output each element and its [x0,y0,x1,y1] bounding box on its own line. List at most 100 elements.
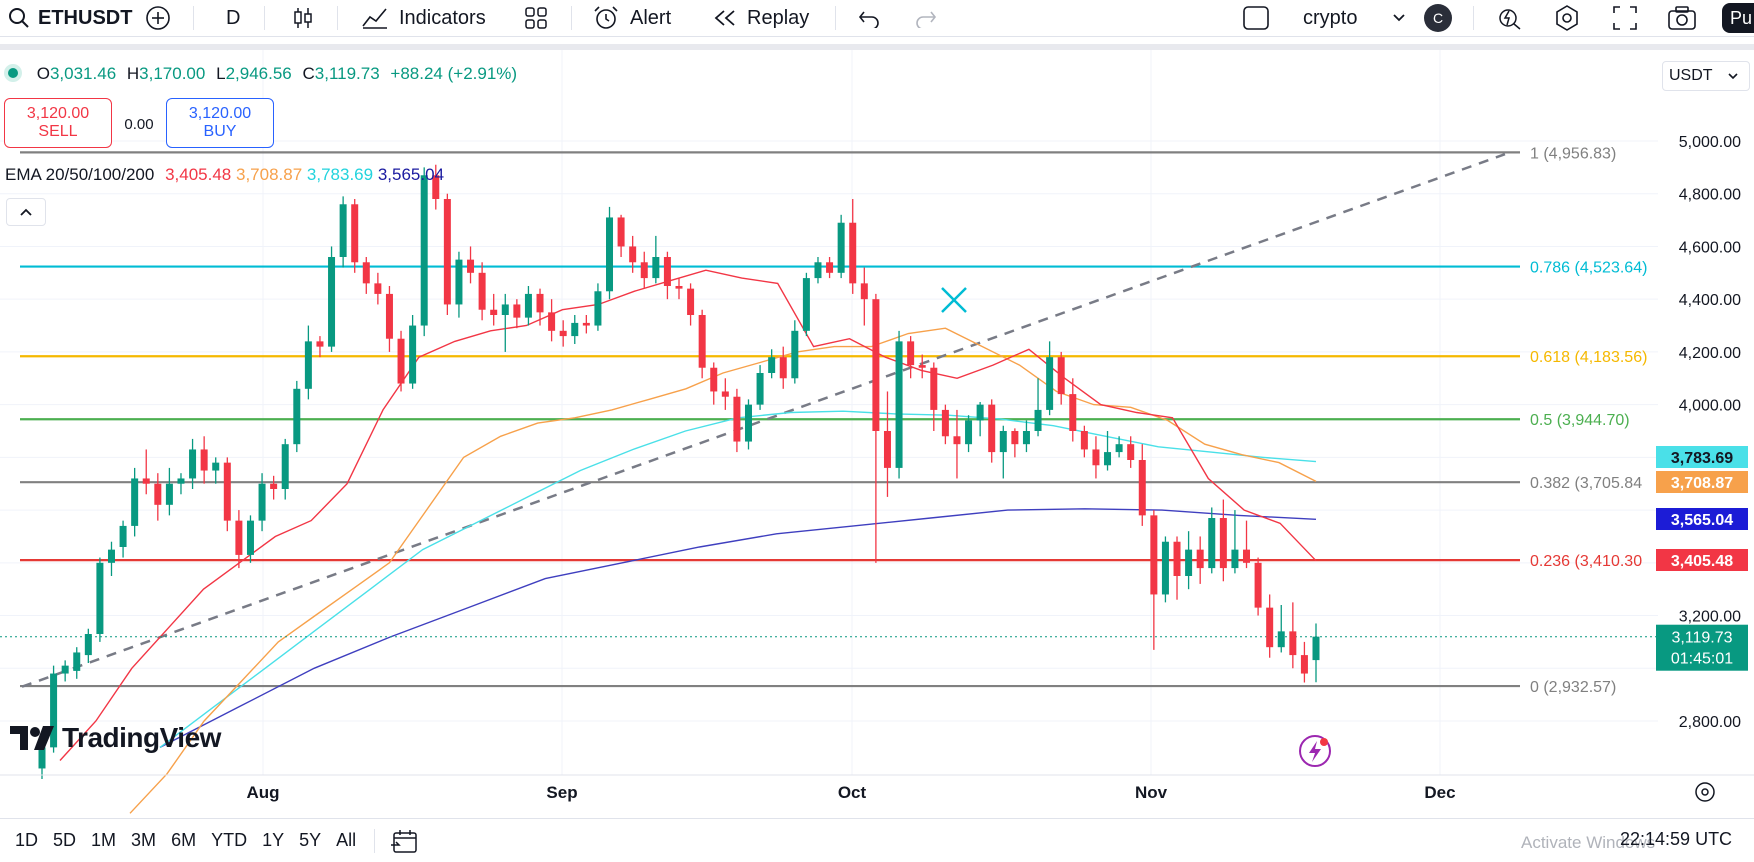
square-icon [1242,5,1270,31]
buy-button[interactable]: 3,120.00 BUY [166,98,274,148]
snapshot-button[interactable] [1667,0,1697,36]
trendline[interactable] [21,153,1506,688]
ema50-price-box [1656,471,1748,493]
candle-body [999,431,1007,453]
fib-level-label: 0.618 (4,183.56) [1530,349,1647,366]
range-3m[interactable]: 3M [131,830,157,850]
indicators-button[interactable]: Indicators [361,0,486,36]
range-5y[interactable]: 5Y [299,830,322,850]
range-5d[interactable]: 5D [53,830,77,850]
sell-button[interactable]: 3,120.00 SELL [4,98,112,148]
ema200-value: 3,565.04 [377,165,445,184]
publish-button[interactable]: Pu [1722,3,1754,33]
lightning-badge[interactable] [1298,734,1332,773]
fullscreen-button[interactable] [1612,0,1638,36]
candle-body [478,272,486,310]
candle-body [1046,357,1054,410]
candle-body [131,478,139,526]
candle-body [930,367,938,410]
price-tick-label: 4,000.00 [1679,398,1741,415]
candle-body [698,315,706,368]
candle-body [61,665,69,674]
symbol-search[interactable]: ETHUSDT [8,0,132,36]
currency-select[interactable]: USDT [1662,61,1750,91]
change-value: +88.24 (+2.91%) [390,64,518,83]
indicators-label: Indicators [399,6,486,29]
axis-settings-icon[interactable] [1695,782,1715,802]
search-icon [8,7,30,29]
candle-body [976,404,984,421]
layout-name-button[interactable]: crypto [1303,6,1358,29]
range-1m[interactable]: 1M [91,830,117,850]
candle-body [1034,409,1042,431]
fib-level-label: 0.382 (3,705.84 [1530,475,1642,492]
fib-level-label: 0.236 (3,410.30 [1530,553,1642,570]
fib-retracement[interactable]: 1 (4,956.83) 0.786 (4,523.64) 0.618 (4,183… [20,145,1647,696]
goto-date-button[interactable] [391,828,419,854]
ema100-value: 3,783.69 [306,165,374,184]
candle-body [513,304,521,318]
quick-search-button[interactable] [1497,0,1523,36]
redo-button[interactable] [914,0,938,36]
range-1d[interactable]: 1D [15,830,39,850]
layout-dropdown[interactable] [1392,0,1406,36]
ema100-price-box [1656,446,1748,468]
settings-button[interactable] [1553,0,1581,36]
last-price-label: 3,119.73 [1671,630,1732,647]
candle-body [1022,431,1030,445]
collapse-legend-button[interactable] [6,198,46,226]
candle-body [1057,357,1065,395]
watermark-text: TradingView [62,722,221,753]
expand-icon [1612,5,1638,31]
candle-body [293,388,301,445]
alert-button[interactable]: Alert [592,0,671,36]
candle-body [814,262,822,279]
range-ytd[interactable]: YTD [211,830,248,850]
candle-body [501,304,509,315]
candle-body [362,262,370,284]
range-1y[interactable]: 1Y [262,830,285,850]
activate-windows-notice: Activate Windows [1521,833,1656,852]
high-label: H [126,64,140,83]
price-tick-label: 4,400.00 [1679,292,1741,309]
candles-icon [291,6,315,30]
layouts-button[interactable] [524,0,548,36]
time-axis[interactable]: Aug Sep Oct Nov Dec [0,774,1754,802]
candle-body [837,222,845,273]
interval-button[interactable]: D [226,6,241,29]
candle-body [744,404,752,442]
fullscreen-toggle-button[interactable] [1242,0,1270,36]
price-chart[interactable]: 1 (4,956.83) 0.786 (4,523.64) 0.618 (4,183… [0,50,1754,818]
candle-body [200,449,208,471]
candle-body [328,257,336,347]
replay-button[interactable]: Replay [713,0,809,36]
candle-body [316,341,324,347]
avatar[interactable]: C [1424,4,1452,32]
candle-body [246,520,254,555]
candle-body [270,483,278,489]
rewind-icon [713,8,737,28]
lightning-search-icon [1497,5,1523,31]
candle-body [339,204,347,257]
range-6m[interactable]: 6M [171,830,197,850]
price-axis[interactable]: 5,000.00 4,800.00 4,600.00 4,400.00 4,200.00… [1656,50,1754,775]
range-all[interactable]: All [336,830,357,850]
divider [835,6,836,30]
candle-body [1243,549,1251,563]
ema20-price-label: 3,405.48 [1671,553,1733,570]
candle-body [1231,549,1239,569]
sell-price: 3,120.00 [26,105,90,122]
candle-body [1161,541,1169,595]
compare-button[interactable] [145,0,171,36]
candle-body [1173,541,1181,576]
undo-button[interactable] [857,0,881,36]
ema-legend[interactable]: EMA 20/50/100/200 3,405.48 3,708.87 3,78… [5,165,444,185]
candle-body [768,357,776,373]
candle-body [918,365,926,368]
divider [571,6,572,30]
ema200-price-box [1656,508,1748,530]
candle-body [304,341,312,389]
chart-type-button[interactable] [291,0,315,36]
low-value: 2,946.56 [225,64,292,83]
candle-body [420,175,428,326]
